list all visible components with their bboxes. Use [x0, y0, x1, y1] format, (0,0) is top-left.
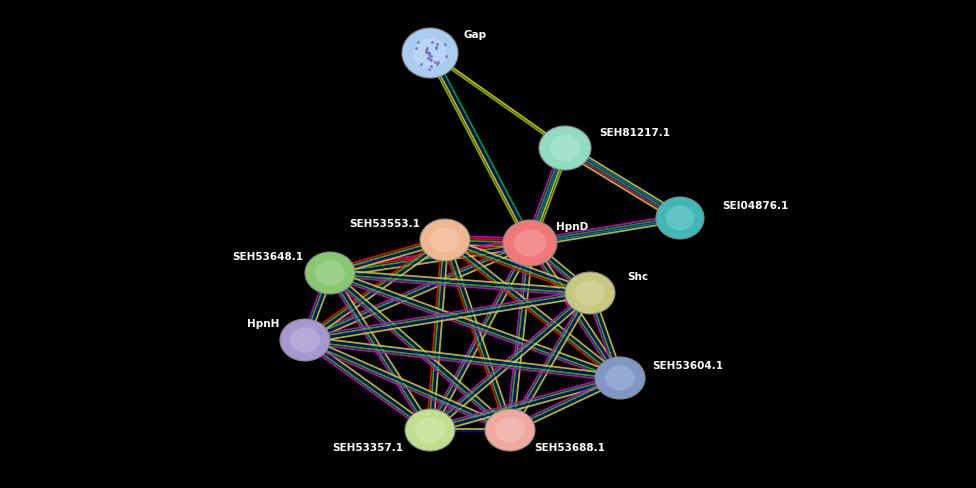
Ellipse shape: [485, 409, 535, 451]
Ellipse shape: [595, 357, 645, 399]
Ellipse shape: [413, 38, 447, 68]
Text: SEI04876.1: SEI04876.1: [722, 201, 789, 211]
Text: SEH53553.1: SEH53553.1: [349, 219, 421, 229]
Text: SEH53648.1: SEH53648.1: [232, 252, 304, 262]
Ellipse shape: [539, 126, 591, 170]
Ellipse shape: [420, 219, 470, 261]
Text: Shc: Shc: [628, 272, 649, 282]
Ellipse shape: [495, 417, 525, 443]
Text: HpnH: HpnH: [247, 319, 279, 329]
Text: SEH53688.1: SEH53688.1: [535, 443, 605, 453]
Ellipse shape: [513, 229, 547, 257]
Text: SEH53357.1: SEH53357.1: [333, 443, 403, 453]
Text: SEH53604.1: SEH53604.1: [653, 361, 723, 371]
Ellipse shape: [315, 261, 345, 285]
Ellipse shape: [290, 327, 320, 353]
Ellipse shape: [415, 417, 445, 443]
Ellipse shape: [565, 272, 615, 314]
Text: Gap: Gap: [464, 30, 487, 40]
Ellipse shape: [405, 409, 455, 451]
Ellipse shape: [549, 135, 581, 161]
Ellipse shape: [503, 220, 557, 266]
Ellipse shape: [305, 252, 355, 294]
Text: HpnD: HpnD: [556, 222, 589, 232]
Ellipse shape: [430, 227, 460, 253]
Ellipse shape: [666, 205, 694, 231]
Ellipse shape: [656, 197, 704, 239]
Ellipse shape: [605, 366, 635, 390]
Ellipse shape: [575, 281, 605, 305]
Text: SEH81217.1: SEH81217.1: [599, 128, 671, 138]
Ellipse shape: [280, 319, 330, 361]
Ellipse shape: [402, 28, 458, 78]
